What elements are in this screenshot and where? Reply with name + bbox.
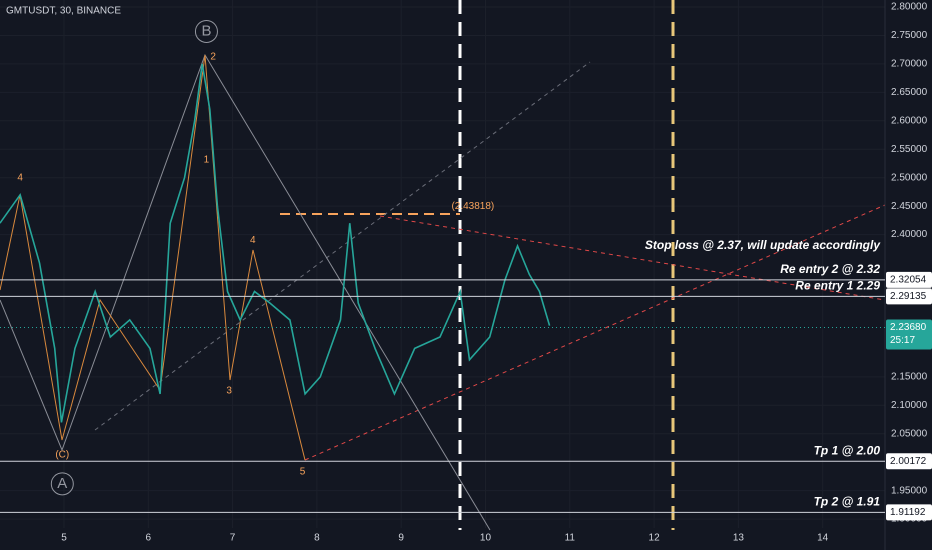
x-tick-label: 14 xyxy=(817,533,829,544)
y-tick-label: 2.60000 xyxy=(891,115,928,126)
x-tick-label: 11 xyxy=(565,533,576,544)
level-price: 2.00172 xyxy=(890,456,927,467)
wave-label: 4 xyxy=(250,235,256,246)
y-tick-label: 2.05000 xyxy=(891,428,928,439)
level-note: Re entry 1 2.29 xyxy=(795,279,880,293)
wave-label: 1 xyxy=(204,155,210,166)
level-price-box xyxy=(886,504,932,521)
level-price: 1.91192 xyxy=(890,507,926,518)
x-tick-label: 10 xyxy=(480,533,492,544)
level-note: Tp 1 @ 2.00 xyxy=(814,443,881,457)
level-price-box xyxy=(886,453,932,470)
y-tick-label: 2.50000 xyxy=(891,172,928,183)
y-tick-label: 2.55000 xyxy=(891,144,928,155)
x-tick-label: 13 xyxy=(733,533,745,544)
wave-circle xyxy=(50,472,74,496)
wave-label: 3 xyxy=(226,386,232,397)
y-tick-label: 2.80000 xyxy=(891,2,928,13)
channel-line xyxy=(94,61,591,431)
y-tick-label: 2.65000 xyxy=(891,87,928,98)
x-tick-label: 9 xyxy=(398,533,404,544)
y-tick-label: 2.70000 xyxy=(891,59,928,70)
countdown: 25:17 xyxy=(890,335,915,346)
y-tick-label: 2.10000 xyxy=(891,400,928,411)
trend-line xyxy=(304,204,886,461)
stop-loss-note: Stop loss @ 2.37, will update accordingl… xyxy=(645,238,881,252)
level-price-box xyxy=(886,288,932,305)
wave-label: 4 xyxy=(17,172,23,183)
x-tick-label: 6 xyxy=(146,533,152,544)
y-tick-label: 1.95000 xyxy=(891,485,928,496)
wave-circle xyxy=(194,19,218,43)
current-price-box xyxy=(886,319,932,350)
level-note: Tp 2 @ 1.91 xyxy=(814,494,881,508)
x-tick-label: 8 xyxy=(314,533,320,544)
wave-label: B xyxy=(201,22,211,39)
level-note: Re entry 2 @ 2.32 xyxy=(780,262,880,276)
trend-line xyxy=(379,215,886,301)
grid xyxy=(0,0,885,528)
abc-lines xyxy=(0,53,491,531)
level-price: 2.29135 xyxy=(890,291,927,302)
y-tick-label: 2.15000 xyxy=(891,371,928,382)
drawings xyxy=(0,0,886,531)
y-tick-label: 2.75000 xyxy=(891,30,928,41)
x-tick-label: 12 xyxy=(649,533,661,544)
y-tick-label: 2.40000 xyxy=(891,229,928,240)
wave-label: 2 xyxy=(210,52,216,63)
wave-label: (C) xyxy=(55,449,69,460)
wave-label: A xyxy=(57,475,67,492)
x-tick-label: 5 xyxy=(61,533,67,544)
level-price-box xyxy=(886,271,932,288)
level-price: 2.32054 xyxy=(890,274,927,285)
wave-label: (2.43818) xyxy=(451,201,494,212)
wave-label: 5 xyxy=(300,467,306,478)
chart-title: GMTUSDT, 30, BINANCE xyxy=(6,6,121,17)
x-tick-label: 7 xyxy=(230,533,236,544)
current-price: 2.23680 xyxy=(890,322,927,333)
y-tick-label: 2.45000 xyxy=(891,201,928,212)
price-line xyxy=(0,63,551,423)
